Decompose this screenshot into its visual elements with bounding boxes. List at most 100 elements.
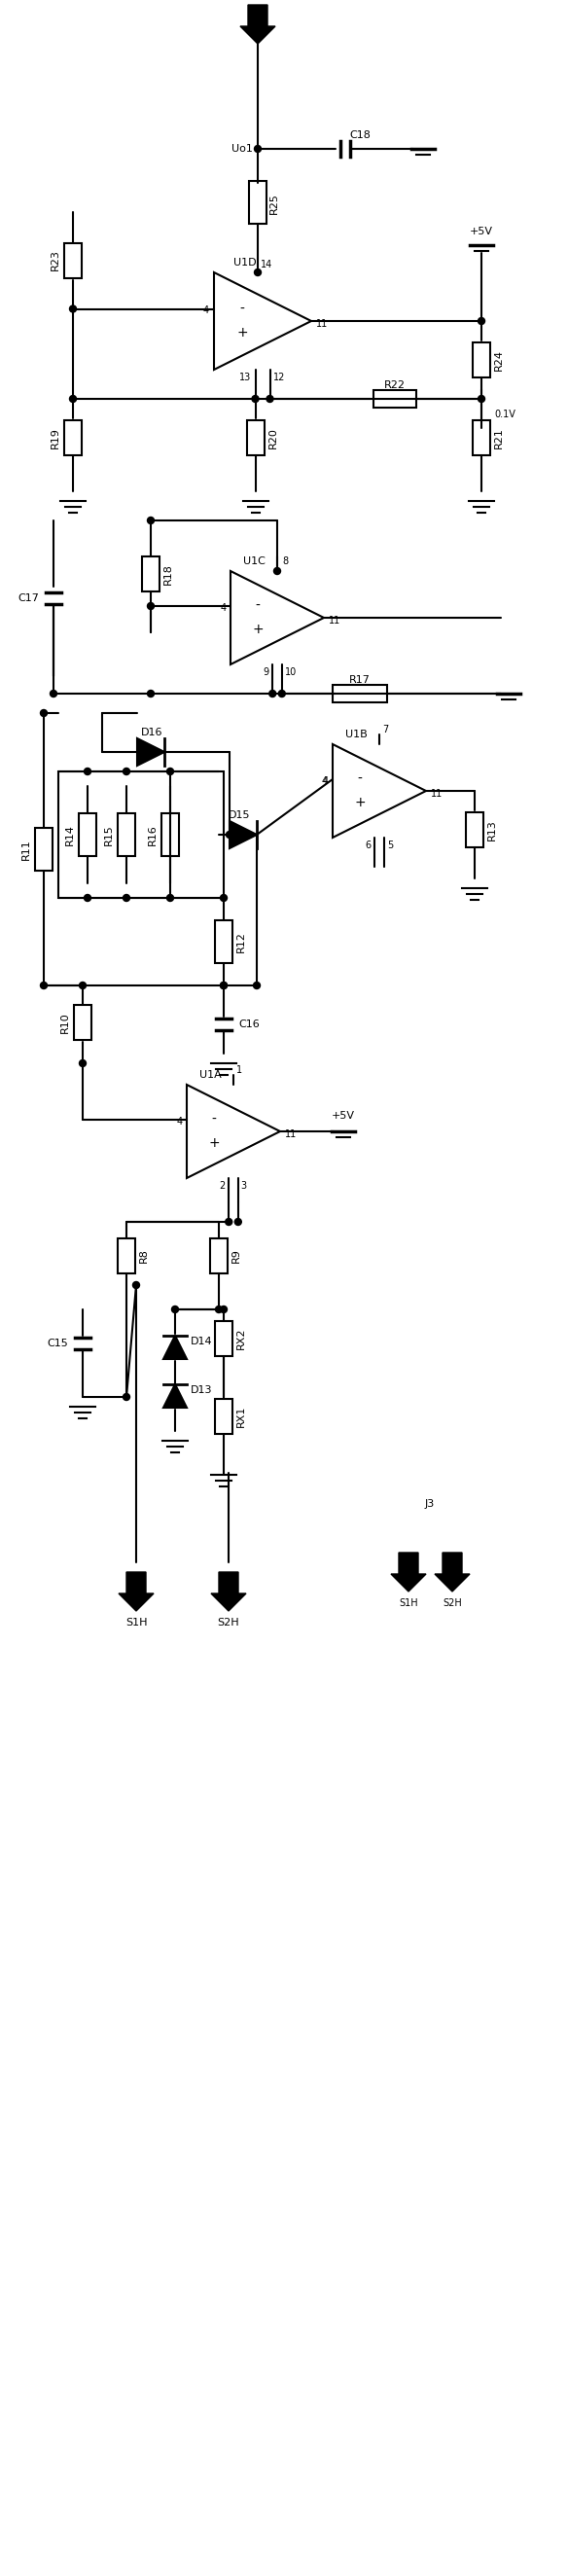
Text: S2H: S2H [442, 1597, 462, 1607]
Text: U1A: U1A [199, 1069, 222, 1079]
Bar [332, 685, 387, 703]
Text: R8: R8 [139, 1249, 149, 1262]
Text: +5V: +5V [332, 1110, 355, 1121]
Bar [466, 811, 483, 848]
Circle shape [172, 1306, 178, 1314]
Bar [249, 180, 266, 224]
Text: J3: J3 [425, 1499, 435, 1510]
Circle shape [133, 1283, 140, 1288]
Circle shape [80, 981, 86, 989]
Text: R25: R25 [269, 193, 279, 214]
Circle shape [252, 397, 258, 402]
Polygon shape [137, 739, 164, 765]
Circle shape [478, 397, 485, 402]
Text: +5V: +5V [470, 227, 493, 237]
Text: C15: C15 [47, 1340, 68, 1347]
Text: U1B: U1B [345, 729, 367, 739]
Text: R14: R14 [65, 824, 75, 845]
Text: -: - [211, 1113, 216, 1126]
Bar [161, 814, 179, 855]
Polygon shape [391, 1553, 426, 1592]
Text: 11: 11 [431, 788, 443, 799]
Polygon shape [211, 1571, 246, 1610]
Bar [210, 1239, 228, 1273]
Circle shape [478, 317, 485, 325]
Text: +: + [236, 327, 248, 340]
Circle shape [167, 768, 174, 775]
Polygon shape [119, 1571, 154, 1610]
Circle shape [40, 981, 47, 989]
Text: 4: 4 [322, 775, 328, 786]
Text: +: + [354, 796, 365, 809]
Text: R15: R15 [104, 824, 114, 845]
Text: U1C: U1C [243, 556, 265, 567]
Text: -: - [255, 600, 260, 613]
Text: R24: R24 [494, 350, 504, 371]
Text: R23: R23 [51, 250, 60, 270]
Text: RX2: RX2 [236, 1327, 246, 1350]
Circle shape [225, 1218, 232, 1226]
Circle shape [123, 1394, 130, 1401]
Bar [64, 420, 82, 456]
Text: 11: 11 [329, 616, 341, 626]
Circle shape [123, 894, 130, 902]
Text: S2H: S2H [218, 1618, 240, 1628]
Text: +: + [208, 1136, 219, 1149]
Circle shape [167, 894, 174, 902]
Text: 3: 3 [241, 1180, 247, 1190]
Text: R10: R10 [60, 1012, 70, 1033]
Text: R9: R9 [232, 1249, 241, 1262]
Polygon shape [164, 1383, 187, 1406]
Text: R13: R13 [487, 819, 497, 840]
Text: R19: R19 [51, 428, 60, 448]
Text: 12: 12 [273, 374, 285, 381]
Polygon shape [164, 1337, 187, 1360]
Text: R21: R21 [494, 428, 504, 448]
Text: S1H: S1H [399, 1597, 418, 1607]
Text: -: - [240, 301, 245, 317]
Polygon shape [229, 822, 257, 848]
Text: 4: 4 [323, 775, 329, 786]
Text: 2: 2 [219, 1180, 225, 1190]
Bar [473, 420, 490, 456]
Circle shape [220, 1306, 227, 1314]
Polygon shape [435, 1553, 470, 1592]
Text: 11: 11 [316, 319, 328, 330]
Text: 11: 11 [285, 1128, 297, 1139]
Bar [215, 1321, 232, 1355]
Bar [142, 556, 160, 592]
Text: 7: 7 [382, 724, 389, 734]
Text: RX1: RX1 [236, 1406, 246, 1427]
Circle shape [40, 708, 47, 716]
Text: R20: R20 [268, 428, 278, 448]
Circle shape [147, 603, 154, 611]
Text: 10: 10 [285, 667, 296, 677]
Text: 6: 6 [365, 840, 371, 850]
Text: D16: D16 [141, 726, 163, 737]
Circle shape [274, 567, 281, 574]
Text: 5: 5 [387, 840, 393, 850]
Bar [64, 242, 82, 278]
Text: 1: 1 [236, 1066, 243, 1074]
Text: 4: 4 [203, 307, 209, 317]
Bar [79, 814, 97, 855]
Bar [374, 389, 416, 407]
Text: C17: C17 [18, 592, 39, 603]
Text: R12: R12 [236, 930, 246, 953]
Circle shape [278, 690, 285, 698]
Circle shape [253, 981, 260, 989]
Text: S1H: S1H [125, 1618, 147, 1628]
Bar [473, 343, 490, 379]
Bar [215, 1399, 232, 1435]
Text: 13: 13 [240, 374, 252, 381]
Text: C16: C16 [239, 1020, 260, 1030]
Text: 0.1V: 0.1V [494, 410, 515, 420]
Polygon shape [240, 5, 275, 44]
Circle shape [226, 832, 233, 837]
Text: D15: D15 [228, 811, 250, 819]
Circle shape [69, 397, 76, 402]
Text: 9: 9 [262, 667, 269, 677]
Bar [215, 920, 232, 963]
Circle shape [254, 268, 261, 276]
Bar [118, 1239, 135, 1273]
